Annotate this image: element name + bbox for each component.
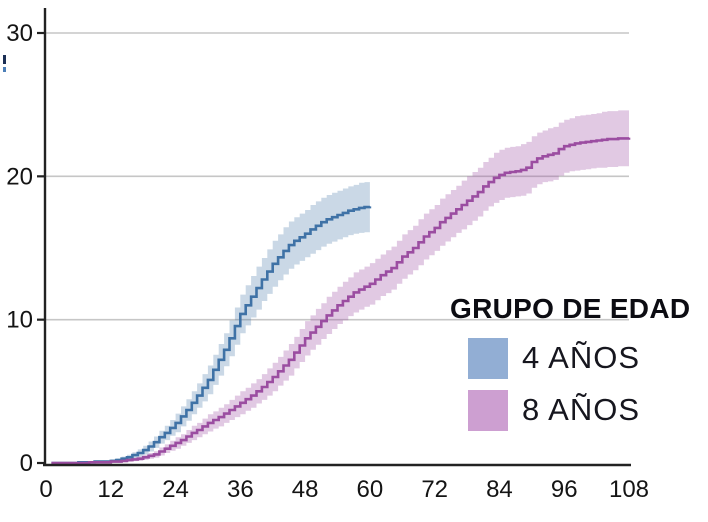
x-tick-label-84: 84 bbox=[486, 476, 513, 503]
x-tick-label-24: 24 bbox=[162, 476, 189, 503]
y-axis-clipped-label-fragment bbox=[3, 55, 6, 72]
x-tick-label-108: 108 bbox=[609, 476, 649, 503]
legend-item-4-anos: 4 AÑOS bbox=[468, 337, 640, 379]
legend-label-8-anos: 8 AÑOS bbox=[522, 392, 640, 427]
x-tick-label-48: 48 bbox=[292, 476, 319, 503]
confidence-band-4-anos bbox=[51, 181, 370, 463]
x-tick-label-0: 0 bbox=[39, 476, 52, 503]
series-line-8-anos bbox=[51, 137, 631, 465]
x-tick-label-72: 72 bbox=[421, 476, 448, 503]
legend-swatch-4-anos bbox=[468, 337, 508, 379]
x-tick-label-60: 60 bbox=[357, 476, 384, 503]
confidence-band-8-anos bbox=[51, 109, 629, 463]
y-tick-label-30: 30 bbox=[6, 20, 33, 47]
x-tick-label-12: 12 bbox=[97, 476, 124, 503]
x-tick-label-96: 96 bbox=[551, 476, 578, 503]
legend-label-4-anos: 4 AÑOS bbox=[522, 340, 640, 375]
y-tick-label-0: 0 bbox=[20, 450, 33, 477]
legend-title: GRUPO DE EDAD bbox=[450, 293, 691, 324]
series-line-4-anos bbox=[51, 205, 372, 465]
x-tick-label-36: 36 bbox=[227, 476, 254, 503]
y-tick-label-10: 10 bbox=[6, 307, 33, 334]
legend: GRUPO DE EDAD 4 AÑOS 8 AÑOS bbox=[450, 293, 706, 431]
legend-swatch-8-anos bbox=[468, 389, 508, 431]
legend-item-8-anos: 8 AÑOS bbox=[468, 389, 640, 431]
y-tick-label-20: 20 bbox=[6, 163, 33, 190]
